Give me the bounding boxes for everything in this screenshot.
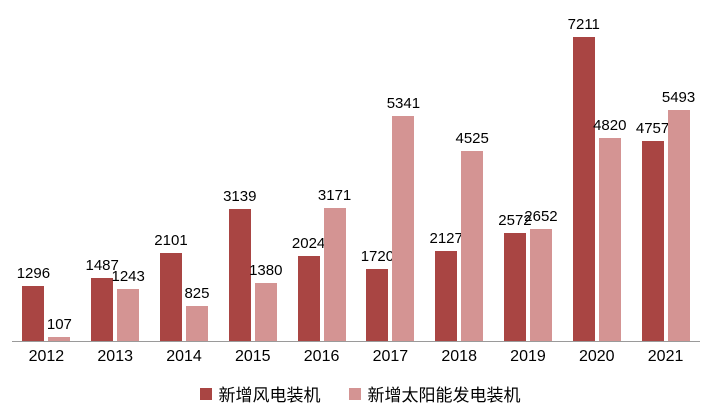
x-axis-label-2014: 2014 [166,348,202,365]
bar-column-solar-2013: 1243 [112,268,145,341]
bar-column-solar-2021: 5493 [662,89,695,341]
bar-column-solar-2016: 3171 [318,187,351,341]
legend-item-solar: 新增太阳能发电装机 [348,381,521,406]
bar-column-wind-2016: 2024 [292,235,325,341]
plot-area: 1296 107 1487 1243 2101 825 3139 1380 2024 3171 17… [12,11,700,342]
bar-group-2018: 2127 4525 [429,130,489,341]
bar-column-solar-2017: 5341 [387,95,420,341]
bar-solar-2016 [323,207,346,341]
bar-wind-2013 [91,278,114,341]
bar-value-label-solar-2014: 825 [184,285,210,303]
bar-solar-2019 [529,229,552,341]
legend-swatch-wind-icon [199,387,212,400]
bar-group-2013: 1487 1243 [86,257,145,341]
bar-value-label-solar-2012: 107 [46,315,72,333]
bar-group-2019: 2572 2652 [498,208,558,341]
bar-wind-2021 [641,140,664,341]
legend-swatch-solar-icon [348,387,361,400]
bar-column-wind-2014: 2101 [154,232,188,341]
bar-solar-2018 [461,150,484,341]
bar-solar-2012 [48,336,71,341]
bar-value-label-wind-2012: 1296 [16,265,51,283]
x-axis-label-2015: 2015 [234,348,271,365]
bar-value-label-solar-2017: 5341 [386,95,421,113]
bar-value-label-wind-2015: 3139 [223,187,257,205]
bar-value-label-solar-2019: 2652 [524,208,558,226]
bar-column-wind-2020: 7211 [568,16,600,341]
bar-column-wind-2019: 2572 [498,212,532,341]
bar-group-2015: 3139 1380 [223,188,282,341]
bar-group-2017: 1720 5341 [361,95,420,341]
bar-wind-2018 [435,251,458,341]
bar-solar-2014 [185,306,208,341]
bar-value-label-solar-2020: 4820 [593,117,627,135]
bar-value-label-solar-2018: 4525 [455,129,489,147]
bar-value-label-solar-2016: 3171 [317,186,352,204]
bar-column-solar-2015: 1380 [249,262,282,341]
x-axis-label-2018: 2018 [441,348,477,365]
bar-solar-2020 [598,138,621,341]
x-axis-label-2020: 2020 [578,348,615,365]
legend: 新增风电装机 新增太阳能发电装机 [0,381,720,406]
bar-solar-2013 [117,288,140,341]
bar-value-label-solar-2013: 1243 [111,267,145,285]
bar-group-2016: 2024 3171 [292,187,351,341]
bar-column-wind-2012: 1296 [17,265,50,341]
bar-column-wind-2015: 3139 [223,188,256,341]
x-axis-labels: 2012 2013 2014 2015 2016 2017 2018 2019 2020 2021 [12,348,700,366]
x-axis-label-2016: 2016 [303,348,340,365]
bar-solar-2021 [667,109,690,341]
bar-wind-2019 [503,232,526,341]
bar-group-2014: 2101 825 [154,232,210,341]
bar-value-label-solar-2015: 1380 [249,261,283,279]
legend-label-solar: 新增太阳能发电装机 [367,386,521,405]
bar-column-wind-2017: 1720 [361,248,394,341]
bar-wind-2017 [366,268,389,341]
legend-label-wind: 新增风电装机 [218,386,321,405]
bar-wind-2012 [22,286,45,341]
bar-value-label-solar-2021: 5493 [661,88,696,106]
bar-value-label-wind-2019: 2572 [498,211,532,229]
bar-wind-2015 [228,208,251,341]
bar-group-2021: 4757 5493 [636,89,695,341]
bar-solar-2017 [392,116,415,341]
bar-column-solar-2018: 4525 [455,130,489,341]
bar-column-wind-2013: 1487 [86,257,119,341]
bar-column-solar-2014: 825 [184,285,210,341]
bar-column-wind-2018: 2127 [429,230,463,341]
bar-column-wind-2021: 4757 [636,120,669,341]
bar-wind-2014 [159,252,182,341]
bar-value-label-wind-2017: 1720 [360,247,395,265]
bar-group-2020: 7211 4820 [568,16,626,341]
x-axis-label-2021: 2021 [647,348,684,365]
x-axis-label-2019: 2019 [510,348,546,365]
bar-value-label-wind-2020: 7211 [567,16,600,34]
bar-wind-2020 [572,37,595,341]
bar-column-solar-2020: 4820 [593,117,626,341]
bar-solar-2015 [254,282,277,341]
bar-value-label-wind-2018: 2127 [429,230,463,248]
legend-item-wind: 新增风电装机 [199,381,321,406]
bar-value-label-wind-2014: 2101 [154,231,188,249]
x-axis-label-2013: 2013 [97,348,133,365]
bar-value-label-wind-2013: 1487 [85,257,119,275]
bar-group-2012: 1296 107 [17,265,72,341]
x-axis-label-2017: 2017 [372,348,409,365]
bar-column-solar-2019: 2652 [524,208,558,341]
bar-wind-2016 [297,255,320,341]
bar-value-label-wind-2016: 2024 [291,234,326,252]
x-axis-label-2012: 2012 [28,348,65,365]
bar-value-label-wind-2021: 4757 [635,119,670,137]
bar-column-solar-2012: 107 [46,315,72,341]
